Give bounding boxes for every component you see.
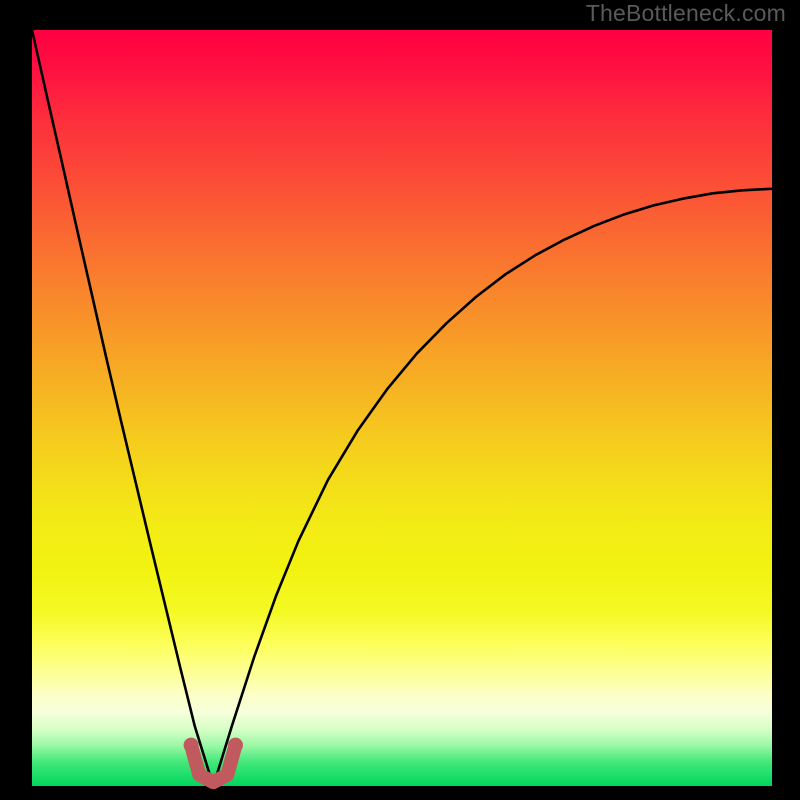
optimal-marker-endpoint-left xyxy=(184,738,199,753)
optimal-marker-endpoint-right xyxy=(228,738,243,753)
plot-background-gradient xyxy=(32,30,772,786)
chart-canvas xyxy=(0,0,800,800)
chart-root: TheBottleneck.com xyxy=(0,0,800,800)
watermark-text: TheBottleneck.com xyxy=(586,0,786,27)
